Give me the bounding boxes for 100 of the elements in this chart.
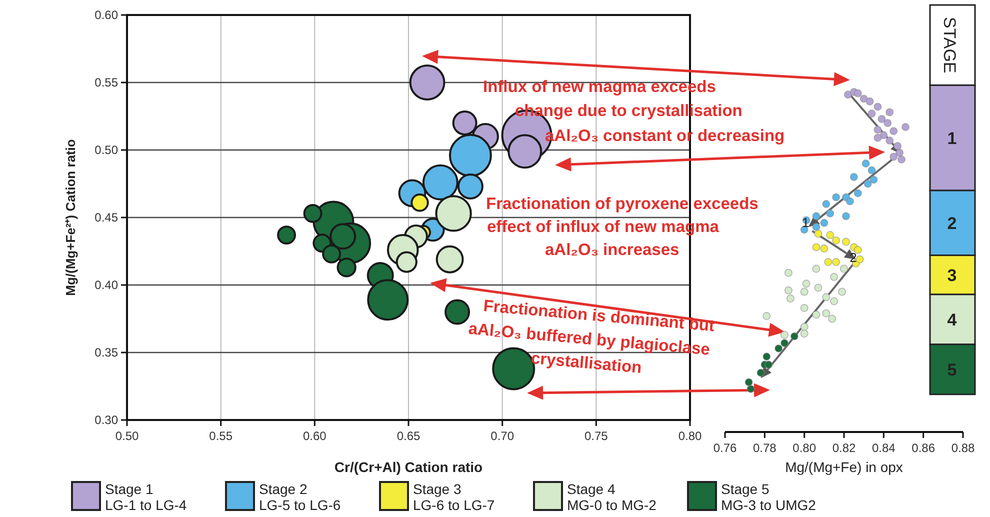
point <box>824 258 832 266</box>
point <box>846 197 854 206</box>
band-label: 3 <box>947 266 957 285</box>
point <box>844 90 852 99</box>
y-axis-title: Mg/(Mg+Fe²⁺) Cation ratio <box>63 139 78 296</box>
point <box>830 297 838 306</box>
point <box>886 108 894 116</box>
point <box>901 123 910 132</box>
point <box>832 258 840 266</box>
point <box>886 136 894 145</box>
x-tick-label: 0.82 <box>832 441 856 455</box>
point <box>832 236 840 244</box>
y-tick-label: 0.55 <box>94 76 118 90</box>
y-tick-label: 0.30 <box>94 413 118 427</box>
point <box>790 332 798 340</box>
x-tick-label: 0.65 <box>396 429 420 443</box>
point <box>854 189 862 198</box>
legend-label: Stage 5 MG-3 to UMG2 <box>721 481 816 513</box>
point <box>840 264 848 273</box>
point <box>822 293 830 302</box>
point <box>802 280 810 288</box>
x-tick-label: 0.80 <box>678 429 702 443</box>
point <box>800 288 808 296</box>
x-tick-label: 0.50 <box>115 429 139 443</box>
point <box>890 152 898 161</box>
point <box>868 110 876 118</box>
point <box>826 231 834 240</box>
point <box>864 180 872 188</box>
y-tick-label: 0.35 <box>94 346 118 360</box>
point <box>870 176 878 184</box>
legend-label: Stage 2 LG-5 to LG-6 <box>259 481 341 513</box>
x-tick-label: 0.55 <box>209 429 233 443</box>
band-label: 1 <box>947 128 957 148</box>
point <box>744 378 753 386</box>
point <box>822 309 830 318</box>
point <box>780 330 788 339</box>
legend-label: Stage 1 LG-1 to LG-4 <box>105 481 187 513</box>
point <box>850 173 858 181</box>
point <box>862 160 870 168</box>
point <box>812 243 820 252</box>
x-tick-label: 0.88 <box>951 441 975 455</box>
y-tick-label: 0.50 <box>94 143 118 157</box>
x-tick-label: 0.84 <box>872 441 896 455</box>
y-tick-label: 0.60 <box>94 8 118 22</box>
point <box>874 126 882 134</box>
point <box>884 119 892 127</box>
x-tick-label: 0.75 <box>584 429 608 443</box>
legend-label: Stage 4 MG-0 to MG-2 <box>567 481 657 513</box>
x-tick-label: 0.86 <box>912 441 936 455</box>
x-axis-title: Mg/(Mg+Fe) in opx <box>785 459 903 475</box>
point <box>762 352 771 361</box>
point <box>854 89 862 98</box>
point <box>866 97 874 106</box>
x-tick-label: 0.78 <box>752 441 777 455</box>
point <box>812 264 820 273</box>
point <box>898 155 906 164</box>
point <box>762 312 771 320</box>
point <box>896 148 904 157</box>
annotation: 2 <box>850 250 857 266</box>
point <box>756 368 765 377</box>
band-label: 2 <box>947 214 957 233</box>
point <box>784 286 792 294</box>
point <box>894 142 902 150</box>
point <box>842 238 850 246</box>
point <box>878 114 886 123</box>
point <box>890 127 898 136</box>
point <box>874 134 882 142</box>
point <box>812 310 820 319</box>
band-label: 4 <box>947 310 958 330</box>
point <box>786 294 794 302</box>
point <box>820 218 828 227</box>
point <box>842 212 850 220</box>
point <box>880 131 888 140</box>
legend-label: Stage 3 LG-6 to LG-7 <box>413 481 495 513</box>
x-tick-label: 0.76 <box>713 441 737 455</box>
point <box>814 284 822 292</box>
point <box>856 255 864 264</box>
point <box>828 314 836 323</box>
legend-title: STAGE <box>940 16 959 74</box>
point <box>812 222 820 231</box>
point <box>746 384 755 393</box>
x-tick-label: 0.80 <box>792 441 816 455</box>
point <box>780 339 788 348</box>
point <box>822 200 830 208</box>
point <box>854 246 862 254</box>
point <box>812 212 820 220</box>
point <box>838 288 846 296</box>
point <box>800 330 808 338</box>
point <box>830 272 838 281</box>
point <box>874 102 882 111</box>
point <box>784 268 792 277</box>
point <box>826 209 834 218</box>
point <box>868 166 876 174</box>
y-tick-label: 0.45 <box>94 210 118 224</box>
y-tick-label: 0.40 <box>94 278 118 292</box>
point <box>814 230 822 238</box>
point <box>774 344 783 352</box>
x-tick-label: 0.60 <box>302 429 327 443</box>
point <box>820 244 828 253</box>
point <box>764 360 773 369</box>
